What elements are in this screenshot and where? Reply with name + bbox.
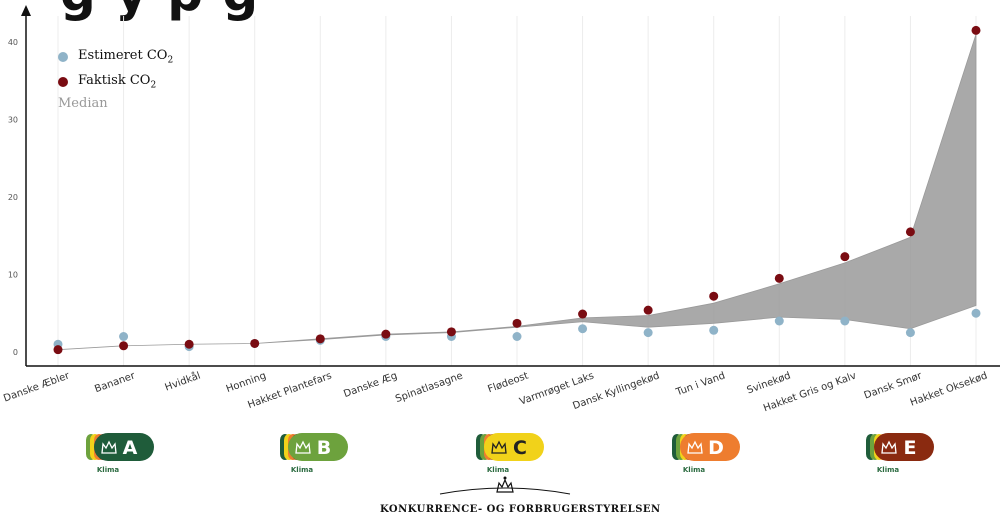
climate-badge-a: A Klima [78,432,168,476]
legend-marker-estimated [58,51,68,62]
estimated-point [840,316,850,326]
badge-pill [484,433,544,461]
estimated-point [578,324,588,334]
x-tick-label: Tun i Vand [674,370,727,398]
badge-letter: C [513,437,527,459]
x-tick-label: Danske Æbler [2,370,72,404]
estimated-point [709,325,719,335]
cropped-title-text: g y p g [60,0,259,22]
y-tick-label: 20 [8,193,18,202]
climate-badge-e: E Klima [858,432,948,476]
actual-point [446,327,456,337]
footer-org-name: KONKURRENCE- OG FORBRUGERSTYRELSEN [380,504,661,515]
badge-letter: E [904,437,917,459]
x-tick-label: Hvidkål [163,369,202,394]
data-points [53,25,981,355]
scatter-chart: 0 10 20 30 40 Danske Æbler Bananer Hvidkål Honn… [2,5,1000,415]
badge-label: Klima [877,466,900,474]
actual-point [184,339,194,349]
badge-label: Klima [683,466,706,474]
crown-logo-icon [439,476,571,495]
x-tick-label: Danske Æg [342,370,399,400]
legend-label-median: Median [58,96,108,111]
crown-icon [687,440,703,454]
badge-pill [680,433,740,461]
badge-label: Klima [487,466,510,474]
climate-badge-c: C Klima [468,432,558,476]
actual-point [512,318,522,328]
crown-icon [881,440,897,454]
actual-point [53,345,63,355]
y-tick-label: 30 [8,116,18,125]
y-axis-arrow-icon [21,5,31,16]
x-tick-label: Honning [225,370,268,395]
legend-label-actual: Faktisk CO2 [78,72,157,91]
footer-logo: KONKURRENCE- OG FORBRUGERSTYRELSEN [380,474,661,520]
crown-icon [491,440,507,454]
climate-badge-b: B Klima [272,432,362,476]
badge-pill [288,433,348,461]
actual-point [840,252,850,262]
estimated-point [512,332,522,341]
legend: Estimeret CO2 Faktisk CO2 Median [58,44,173,111]
y-tick-label: 10 [8,271,18,280]
y-tick-label: 40 [8,38,18,47]
legend-label-estimated: Estimeret CO2 [78,47,174,66]
actual-point [315,334,325,344]
badge-pill [94,433,154,461]
badge-pill [874,433,934,461]
badge-letter: D [708,437,724,459]
x-tick-label: Spinatlasagne [394,370,464,405]
crown-icon [101,440,117,454]
x-tick-label: Svinekød [746,370,793,396]
actual-point [905,227,915,237]
x-tick-label: Bananer [93,370,137,395]
actual-point [971,25,981,35]
estimated-point [905,328,915,338]
badge-label: Klima [97,466,120,474]
crown-icon [295,440,311,454]
median-band-area [57,34,977,351]
y-tick-labels: 0 10 20 30 40 [8,38,18,357]
actual-point [709,291,719,301]
estimated-point [119,332,129,341]
climate-badge-d: D Klima [664,432,754,476]
x-tick-labels: Danske Æbler Bananer Hvidkål HonningHakket … [2,369,989,415]
legend-item-estimated: Estimeret CO2 [58,44,173,69]
x-tick-label: Flødeost [486,370,530,395]
actual-point [381,329,391,339]
estimated-point [774,316,784,326]
actual-point [578,309,588,319]
actual-point [774,273,784,283]
median-band [57,34,977,351]
actual-point [250,338,260,348]
legend-item-actual: Faktisk CO2 [58,69,173,94]
y-tick-label: 0 [13,348,18,357]
estimated-point [971,308,981,318]
actual-point [643,305,653,315]
actual-point [119,341,129,351]
badge-letter: B [317,437,331,459]
badge-letter: A [123,437,138,459]
axes [21,5,1000,367]
badge-label: Klima [291,466,314,474]
legend-marker-actual [58,76,68,87]
estimated-point [643,328,653,338]
